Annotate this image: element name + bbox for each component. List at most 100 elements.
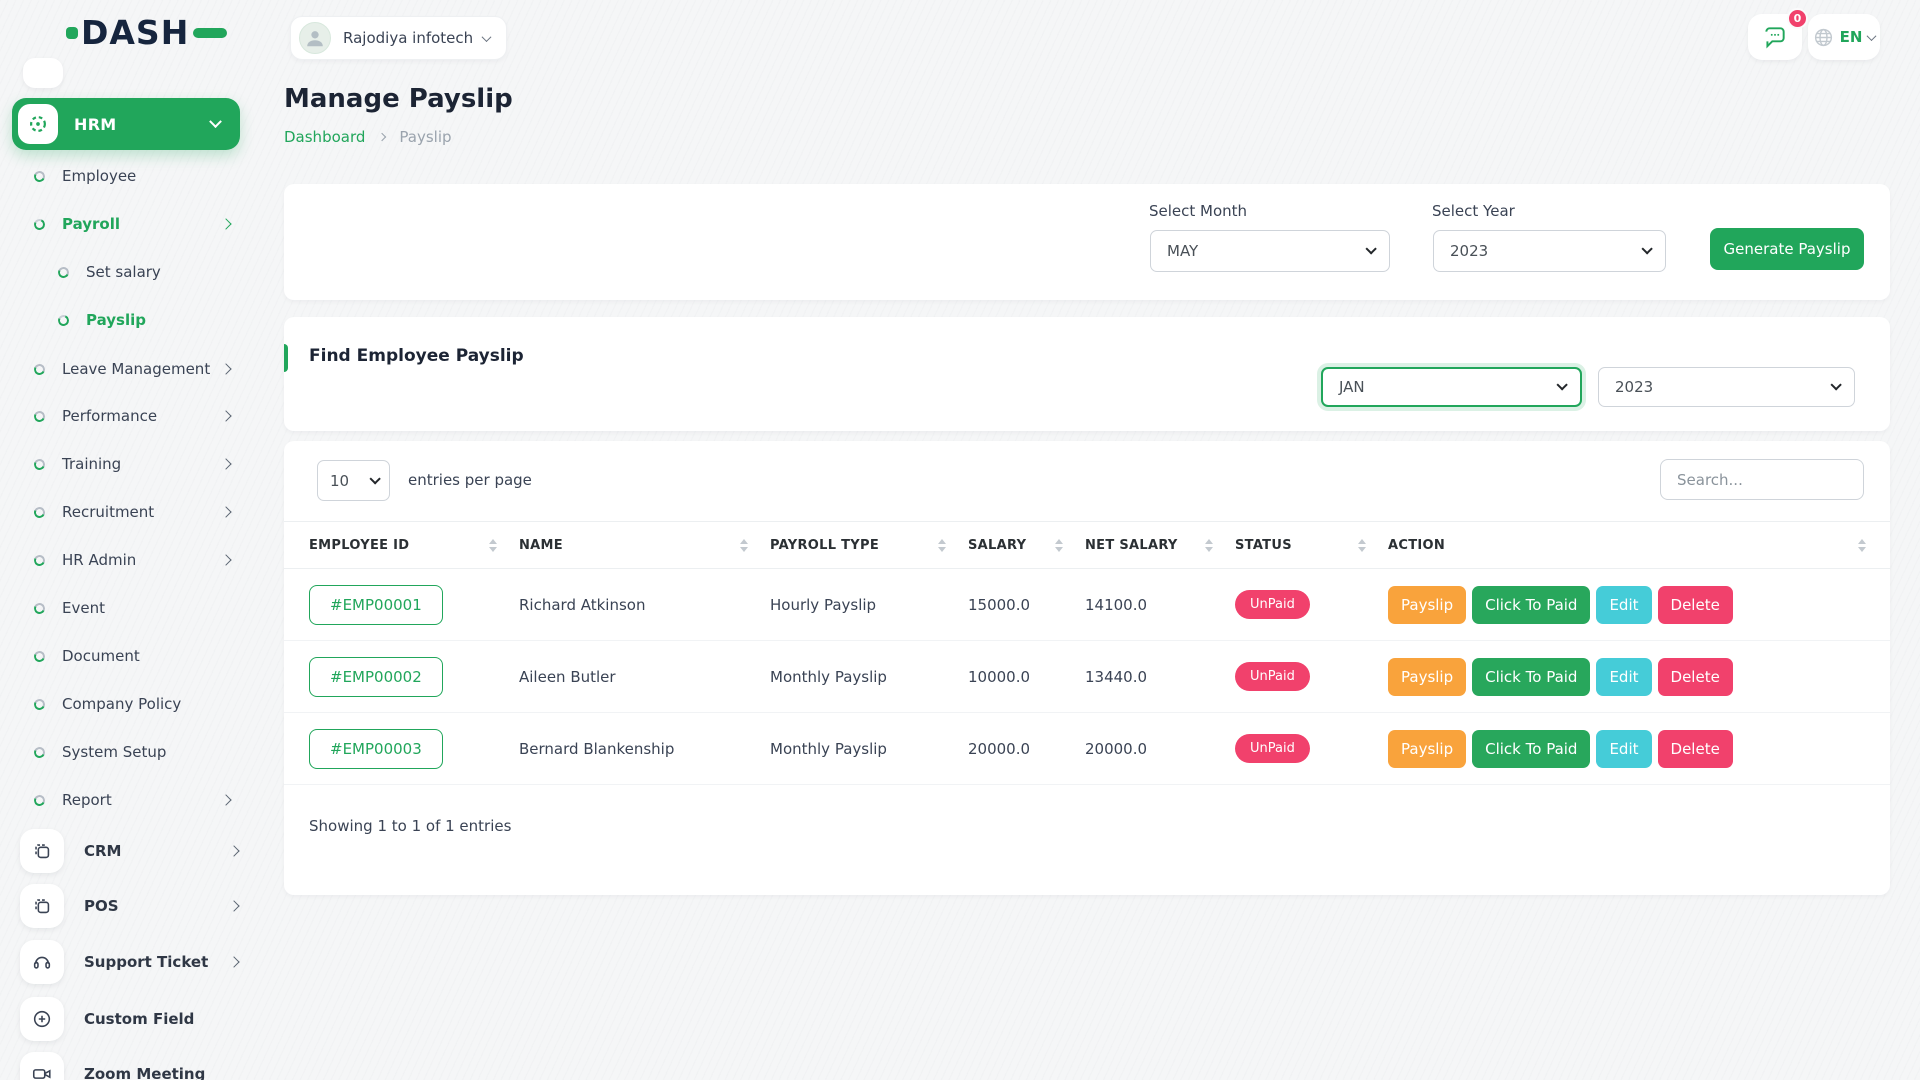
page-size-select[interactable]: 10 xyxy=(317,460,390,501)
disc-icon xyxy=(32,408,47,424)
chevron-down-icon xyxy=(1830,379,1842,391)
disc-icon xyxy=(32,744,47,760)
sidebar-item-payslip[interactable]: Payslip xyxy=(0,296,244,344)
layers-icon xyxy=(20,884,64,928)
payroll-type: Monthly Payslip xyxy=(770,739,887,758)
click-to-paid-button[interactable]: Click To Paid xyxy=(1472,585,1591,624)
employee-id-pill[interactable]: #EMP00002 xyxy=(309,656,443,697)
search-input[interactable] xyxy=(1660,459,1864,500)
sidebar-item-hr-admin[interactable]: HR Admin xyxy=(0,536,244,584)
sidebar-item-employee[interactable]: Employee xyxy=(0,152,244,200)
column-header-salary[interactable]: SALARY xyxy=(968,538,1085,553)
sidebar-item-performance[interactable]: Performance xyxy=(0,392,244,440)
sidebar-item-system-setup[interactable]: System Setup xyxy=(0,728,244,776)
chevron-down-icon xyxy=(1641,243,1653,255)
chevron-right-icon xyxy=(378,132,387,142)
generate-month-select[interactable]: MAY xyxy=(1150,230,1390,272)
sidebar-item-label: Payroll xyxy=(62,215,121,233)
employee-id-pill[interactable]: #EMP00001 xyxy=(309,584,443,625)
salary-value: 15000.0 xyxy=(968,595,1031,614)
column-label: PAYROLL TYPE xyxy=(770,537,880,553)
sort-icon[interactable] xyxy=(740,538,748,552)
sidebar-item-recruitment[interactable]: Recruitment xyxy=(0,488,244,536)
payslip-button[interactable]: Payslip xyxy=(1388,657,1467,696)
find-payslip-card: Find Employee Payslip JAN 2023 xyxy=(284,317,1890,431)
generate-year-select[interactable]: 2023 xyxy=(1433,230,1666,272)
sidebar-item-pos[interactable]: POS xyxy=(0,880,248,932)
delete-button[interactable]: Delete xyxy=(1657,729,1733,768)
generate-payslip-button[interactable]: Generate Payslip xyxy=(1710,228,1864,270)
net-salary-value: 14100.0 xyxy=(1085,595,1148,614)
click-to-paid-button[interactable]: Click To Paid xyxy=(1472,657,1591,696)
find-month-select[interactable]: JAN xyxy=(1321,367,1582,407)
sort-icon[interactable] xyxy=(938,538,946,552)
language-code: EN xyxy=(1839,28,1863,46)
column-header-payroll-type[interactable]: PAYROLL TYPE xyxy=(770,538,968,553)
sidebar-item-custom-field[interactable]: Custom Field xyxy=(0,993,248,1045)
sidebar-partial-item-above xyxy=(23,58,63,88)
sidebar-item-set-salary[interactable]: Set salary xyxy=(0,248,244,296)
edit-button[interactable]: Edit xyxy=(1596,585,1652,624)
notification-badge: 0 xyxy=(1787,8,1808,29)
sidebar-item-label: Event xyxy=(62,599,105,617)
column-header-net-salary[interactable]: NET SALARY xyxy=(1085,538,1235,553)
sidebar-item-event[interactable]: Event xyxy=(0,584,244,632)
brand-logo[interactable]: DASH xyxy=(66,16,228,49)
payslip-button[interactable]: Payslip xyxy=(1388,729,1467,768)
table-row: #EMP00003 Bernard Blankenship Monthly Pa… xyxy=(284,713,1890,785)
sidebar-item-hrm[interactable]: HRM xyxy=(12,98,240,150)
sidebar-item-label: CRM xyxy=(84,842,122,860)
find-year-select[interactable]: 2023 xyxy=(1598,367,1855,407)
column-header-end[interactable] xyxy=(1833,538,1890,552)
sidebar-item-document[interactable]: Document xyxy=(0,632,244,680)
chevron-down-icon xyxy=(1365,243,1377,255)
disc-icon xyxy=(32,648,47,664)
click-to-paid-button[interactable]: Click To Paid xyxy=(1472,729,1591,768)
accent-bar xyxy=(284,344,288,372)
sort-icon[interactable] xyxy=(1858,538,1866,552)
workspace-switcher[interactable]: Rajodiya infotech xyxy=(290,16,508,60)
column-label: SALARY xyxy=(968,537,1027,553)
sidebar-item-training[interactable]: Training xyxy=(0,440,244,488)
employee-name: Bernard Blankenship xyxy=(519,739,675,758)
column-header-name[interactable]: NAME xyxy=(519,538,770,553)
sidebar-item-company-policy[interactable]: Company Policy xyxy=(0,680,244,728)
disc-icon xyxy=(32,600,47,616)
breadcrumb-dashboard-link[interactable]: Dashboard xyxy=(284,128,366,146)
employee-id-pill[interactable]: #EMP00003 xyxy=(309,728,443,769)
sidebar-item-crm[interactable]: CRM xyxy=(0,825,248,877)
column-header-status[interactable]: STATUS xyxy=(1235,538,1388,553)
find-year-value: 2023 xyxy=(1615,378,1654,396)
column-label: NET SALARY xyxy=(1085,537,1178,553)
sidebar-item-payroll[interactable]: Payroll xyxy=(0,200,244,248)
disc-icon xyxy=(32,216,47,232)
sort-icon[interactable] xyxy=(1205,538,1213,552)
sidebar-item-report[interactable]: Report xyxy=(0,776,244,824)
delete-button[interactable]: Delete xyxy=(1657,585,1733,624)
messages-button[interactable]: 0 xyxy=(1748,8,1808,60)
sort-icon[interactable] xyxy=(1055,538,1063,552)
sort-icon[interactable] xyxy=(1358,538,1366,552)
sidebar-item-label: HR Admin xyxy=(62,551,137,569)
language-selector[interactable]: EN xyxy=(1808,14,1880,60)
edit-button[interactable]: Edit xyxy=(1596,657,1652,696)
delete-button[interactable]: Delete xyxy=(1657,657,1733,696)
chevron-right-icon xyxy=(228,956,240,968)
sidebar-item-label: Zoom Meeting xyxy=(84,1065,206,1080)
column-header-action[interactable]: ACTION xyxy=(1388,538,1833,553)
sidebar-item-leave-management[interactable]: Leave Management xyxy=(0,345,244,393)
chevron-down-icon xyxy=(369,472,381,485)
column-header-employee-id[interactable]: EMPLOYEE ID xyxy=(284,538,519,553)
chevron-down-icon xyxy=(481,31,492,42)
sidebar-item-zoom-meeting[interactable]: Zoom Meeting xyxy=(0,1048,248,1080)
sidebar-item-support-ticket[interactable]: Support Ticket xyxy=(0,936,248,988)
workspace-name: Rajodiya infotech xyxy=(343,29,474,47)
globe-icon xyxy=(1814,28,1832,46)
sort-icon[interactable] xyxy=(489,538,497,552)
disc-icon xyxy=(32,456,47,472)
sidebar: DASH HRM Employee Payroll Set salary Pay… xyxy=(0,0,284,1080)
edit-button[interactable]: Edit xyxy=(1596,729,1652,768)
payslip-button[interactable]: Payslip xyxy=(1388,585,1467,624)
chevron-right-icon xyxy=(220,410,232,422)
employee-name: Richard Atkinson xyxy=(519,595,646,614)
